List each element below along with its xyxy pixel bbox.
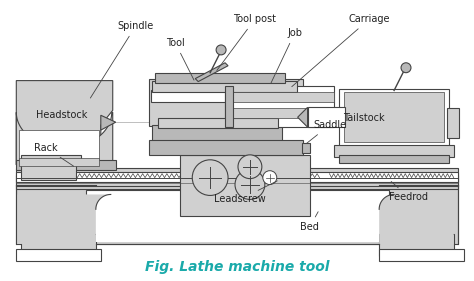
Bar — [447, 108, 459, 138]
Bar — [345, 92, 444, 142]
Bar — [301, 143, 310, 153]
Bar — [151, 90, 300, 102]
Bar — [379, 249, 464, 261]
Bar — [225, 85, 335, 127]
Polygon shape — [101, 115, 116, 130]
Text: Tool: Tool — [166, 38, 194, 80]
Text: Fig. Lathe machine tool: Fig. Lathe machine tool — [145, 260, 329, 274]
Bar — [153, 125, 282, 143]
Polygon shape — [298, 107, 308, 127]
Text: Rack: Rack — [34, 143, 73, 166]
Text: Spindle: Spindle — [91, 21, 154, 98]
Bar — [225, 85, 233, 127]
Text: Bed: Bed — [300, 212, 319, 232]
Polygon shape — [16, 112, 113, 165]
Bar — [16, 172, 458, 182]
Bar — [225, 108, 335, 118]
Text: Headstock: Headstock — [36, 110, 88, 120]
Bar — [86, 189, 389, 234]
Bar — [339, 155, 449, 163]
Text: Saddle: Saddle — [307, 120, 346, 143]
Circle shape — [238, 155, 262, 179]
Bar — [19, 130, 99, 165]
Circle shape — [192, 160, 228, 196]
Polygon shape — [195, 63, 228, 81]
Circle shape — [263, 171, 277, 185]
Polygon shape — [16, 81, 113, 165]
Circle shape — [235, 170, 265, 200]
Text: Job: Job — [271, 28, 302, 83]
Bar — [16, 175, 458, 189]
Bar — [96, 194, 379, 242]
Polygon shape — [16, 194, 111, 244]
Bar — [148, 140, 302, 155]
Bar — [180, 155, 310, 216]
Bar — [21, 160, 76, 180]
Bar — [19, 158, 99, 166]
Bar — [21, 155, 81, 160]
Bar — [158, 118, 278, 128]
Text: Carriage: Carriage — [292, 14, 390, 87]
Text: Tool post: Tool post — [217, 14, 276, 71]
Circle shape — [216, 45, 226, 55]
Text: Tailstock: Tailstock — [344, 113, 385, 123]
Bar — [16, 185, 458, 244]
Circle shape — [401, 63, 411, 73]
Bar — [21, 234, 96, 256]
Bar — [16, 168, 458, 185]
Text: Feedrod: Feedrod — [390, 182, 428, 202]
Text: Leadscrew: Leadscrew — [214, 181, 277, 204]
Bar — [155, 73, 285, 83]
Bar — [379, 234, 454, 256]
Bar — [225, 92, 335, 102]
Bar — [335, 145, 454, 157]
Bar — [339, 89, 449, 146]
Bar — [148, 79, 302, 126]
Bar — [153, 81, 297, 92]
Polygon shape — [379, 194, 454, 244]
Bar — [16, 249, 101, 261]
Bar — [16, 160, 116, 170]
Bar — [308, 107, 346, 127]
